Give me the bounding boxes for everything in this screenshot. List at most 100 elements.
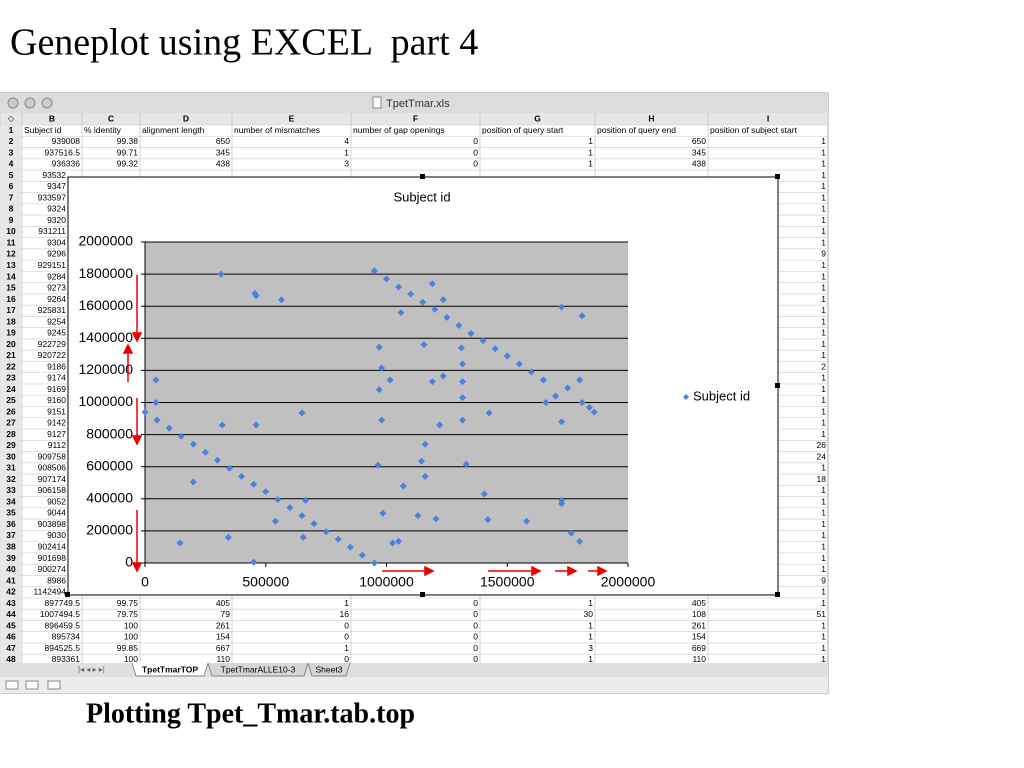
view-button[interactable] xyxy=(25,680,39,690)
cell: 79.75 xyxy=(117,609,139,619)
point xyxy=(217,270,225,278)
cell: 110 xyxy=(692,654,706,664)
cell: 1 xyxy=(821,598,826,608)
point xyxy=(189,440,197,448)
row-number: 10 xyxy=(6,226,16,236)
x-tick-label: 2000000 xyxy=(601,574,656,590)
y-tick-label: 1400000 xyxy=(78,329,133,345)
cell: 9273 xyxy=(47,283,66,293)
point xyxy=(567,529,575,537)
cell: 1 xyxy=(821,564,826,574)
cell: 1 xyxy=(821,620,826,630)
point xyxy=(298,512,306,520)
point xyxy=(576,376,584,384)
row-number: 8 xyxy=(9,204,14,214)
row-number: 35 xyxy=(6,508,16,518)
y-tick-label: 1800000 xyxy=(78,265,133,281)
point xyxy=(539,376,547,384)
cell: 1 xyxy=(821,542,826,552)
row-number: 23 xyxy=(6,373,16,383)
y-tick-label: 1200000 xyxy=(78,361,133,377)
select-all[interactable]: ◇ xyxy=(8,114,15,123)
cell: 0 xyxy=(344,654,349,664)
row-number: 48 xyxy=(6,654,16,664)
cell: 907174 xyxy=(38,474,67,484)
x-tick-label: 0 xyxy=(141,574,149,590)
y-tick-label: 0 xyxy=(125,554,133,570)
row-number: 19 xyxy=(6,328,16,338)
row-number: 28 xyxy=(6,429,16,439)
cell: 901698 xyxy=(38,553,67,563)
row-number: 2 xyxy=(9,136,14,146)
point xyxy=(439,372,447,380)
cell: 1 xyxy=(821,316,826,326)
cell: 2 xyxy=(821,361,826,371)
view-button[interactable] xyxy=(47,680,61,690)
point xyxy=(419,298,427,306)
point xyxy=(503,352,511,360)
row-number: 25 xyxy=(6,395,16,405)
row-number: 11 xyxy=(7,237,16,247)
cell: 9186 xyxy=(47,361,66,371)
row-number: 14 xyxy=(6,271,16,281)
point xyxy=(374,461,382,469)
cell: 108 xyxy=(692,609,706,619)
y-tick-label: 1600000 xyxy=(78,297,133,313)
cell: 9284 xyxy=(47,271,66,281)
close-button[interactable] xyxy=(7,97,19,109)
point xyxy=(558,418,566,426)
row-number: 15 xyxy=(6,283,16,293)
cell: 1 xyxy=(821,373,826,383)
cell: 1 xyxy=(588,654,593,664)
minimize-button[interactable] xyxy=(24,97,36,109)
point xyxy=(224,533,232,541)
cell: 1 xyxy=(821,159,826,169)
point xyxy=(480,490,488,498)
cell: 937516.5 xyxy=(45,147,81,157)
cell: 1 xyxy=(821,643,826,653)
sheet-tab[interactable] xyxy=(131,662,209,677)
cell: 9304 xyxy=(47,237,66,247)
point xyxy=(455,321,463,329)
row-number: 36 xyxy=(6,519,16,529)
cell: 0 xyxy=(473,598,478,608)
point xyxy=(414,512,422,520)
sheet-tab-label: TpetTmarALLE10-3 xyxy=(221,664,296,674)
cell: 0 xyxy=(473,136,478,146)
cell: 1 xyxy=(588,147,593,157)
zoom-button[interactable] xyxy=(41,97,53,109)
tab-nav[interactable]: |◂ ◂ ▸ ▸| xyxy=(78,665,105,674)
chart: Subject id 0 200000 400000 600000 800000 1000… xyxy=(65,174,780,597)
point xyxy=(389,539,397,547)
cell: 9320 xyxy=(47,215,66,225)
cell: 24 xyxy=(817,451,827,461)
cell: 9264 xyxy=(47,294,66,304)
cell: 895734 xyxy=(52,632,81,642)
point xyxy=(439,296,447,304)
sheet-tab[interactable] xyxy=(207,662,309,677)
cell: 1 xyxy=(821,406,826,416)
y-tick-label: 400000 xyxy=(86,490,133,506)
cell: 936336 xyxy=(52,159,81,169)
window-title: TpetTmar.xls xyxy=(386,98,450,110)
cell: 345 xyxy=(216,147,230,157)
cell: 261 xyxy=(692,620,706,630)
point xyxy=(558,500,566,508)
point xyxy=(213,456,221,464)
row-number: 46 xyxy=(6,632,16,642)
point xyxy=(484,516,492,524)
point xyxy=(491,345,499,353)
cell: 100 xyxy=(124,620,138,630)
column-letter: H xyxy=(648,113,654,123)
cell: 906158 xyxy=(38,485,67,495)
point xyxy=(457,344,465,352)
sheet-tab[interactable] xyxy=(307,662,351,677)
header-cell: position of subject start xyxy=(710,125,798,135)
point xyxy=(420,341,428,349)
point xyxy=(386,376,394,384)
cell: 1 xyxy=(821,294,826,304)
cell: 405 xyxy=(692,598,706,608)
view-button[interactable] xyxy=(5,680,19,690)
point xyxy=(564,384,572,392)
cell: 9 xyxy=(821,575,826,585)
